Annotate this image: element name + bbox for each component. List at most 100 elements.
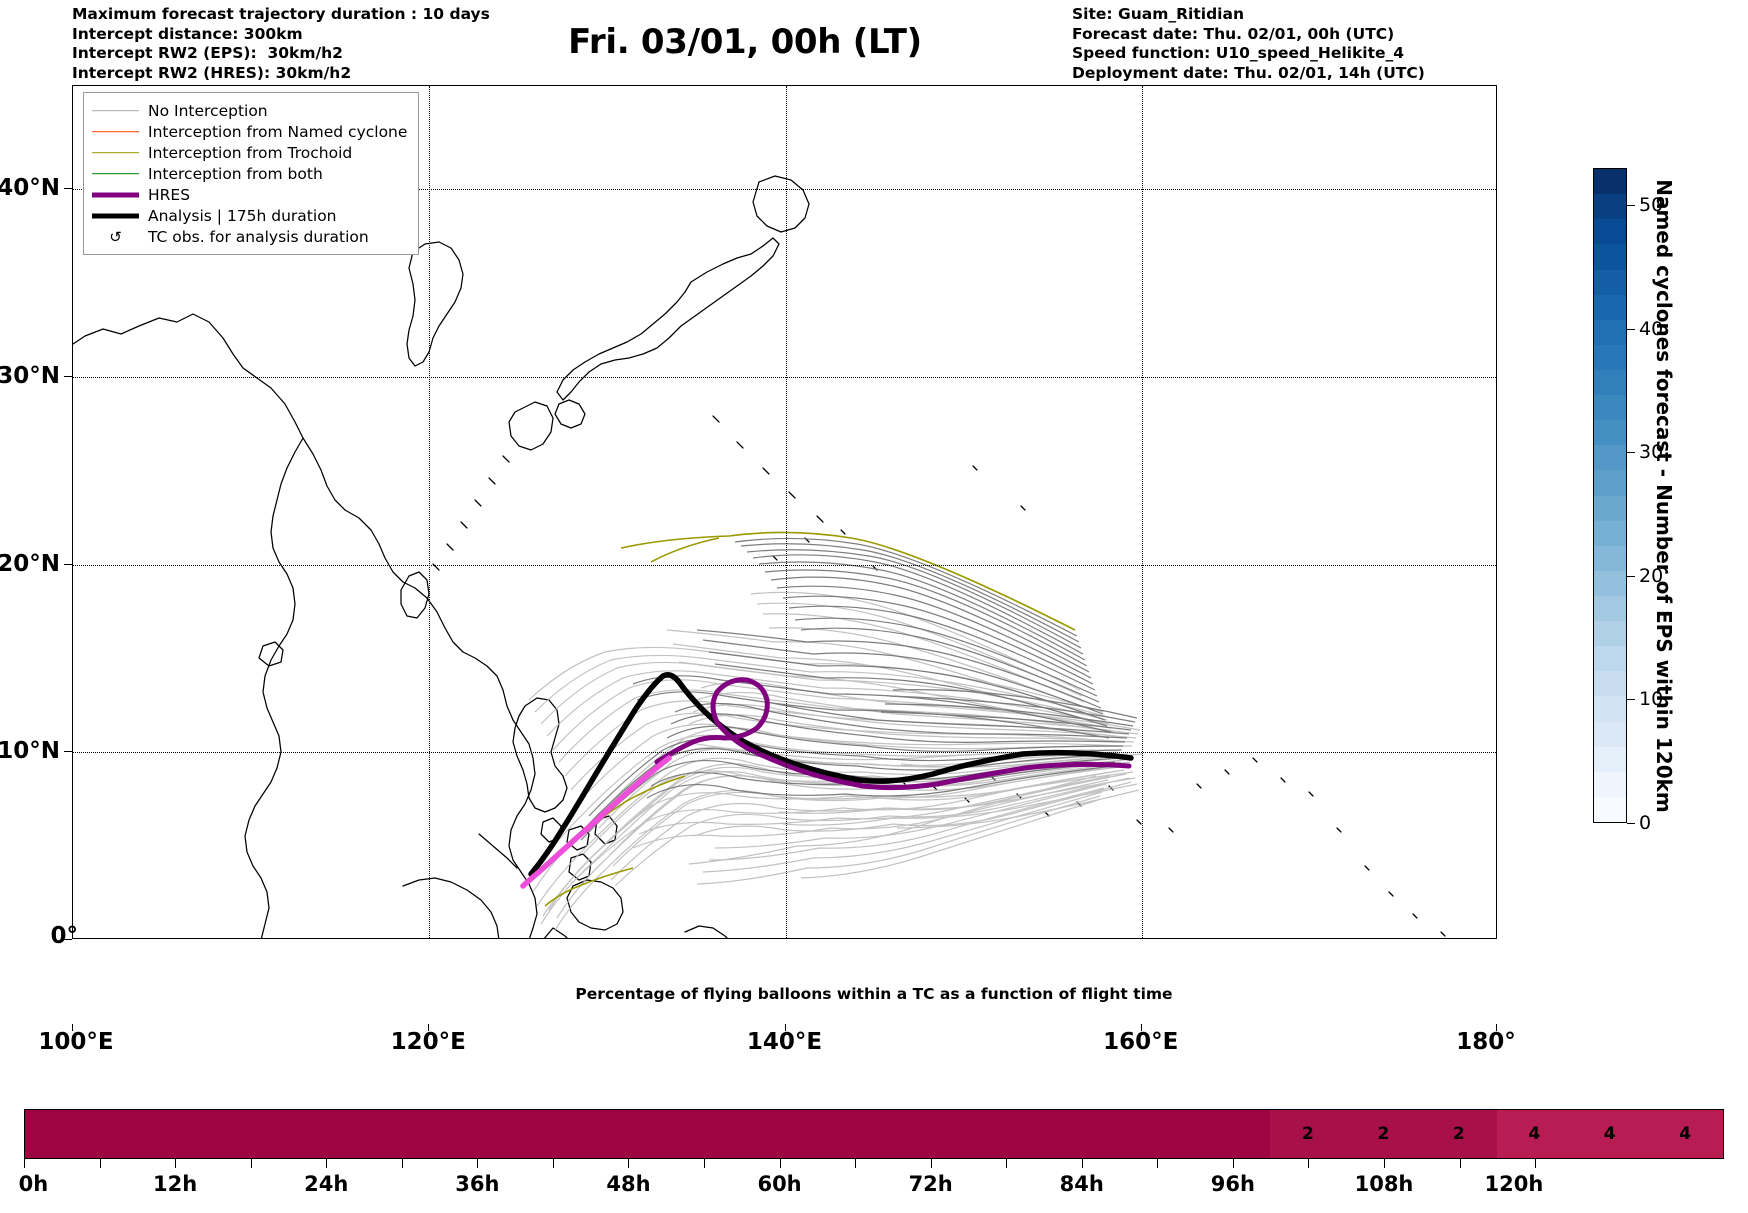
x-tick xyxy=(72,1024,73,1031)
percentage-bar-cell-5[interactable]: 4 xyxy=(1572,1110,1648,1158)
legend-label: No Interception xyxy=(148,101,268,120)
colorbar-level-1 xyxy=(1594,771,1626,797)
percentage-axis-tick xyxy=(24,1159,25,1168)
colorbar[interactable] xyxy=(1593,168,1627,823)
x-tick-label: 180° xyxy=(1456,1029,1516,1055)
legend-line-swatch xyxy=(92,104,139,118)
percentage-bar-cell-4[interactable]: 4 xyxy=(1496,1110,1572,1158)
y-tick xyxy=(64,188,72,190)
colorbar-level-23 xyxy=(1594,219,1626,245)
percentage-axis-label: 24h xyxy=(304,1172,349,1196)
gridline-lat-40 xyxy=(73,189,1496,191)
percentage-axis-tick xyxy=(1006,1159,1008,1168)
colorbar-tick-label: 10 xyxy=(1639,688,1664,711)
colorbar-title: Named cyclones forecast - Number of EPS … xyxy=(1652,179,1676,813)
percentage-axis-label: 72h xyxy=(908,1172,953,1196)
y-tick-label: 20°N xyxy=(0,550,60,577)
x-tick xyxy=(1140,1024,1142,1031)
map-coastlines xyxy=(73,175,1446,938)
percentage-axis-tick xyxy=(704,1159,705,1168)
map-legend: No Interception Interception from Named … xyxy=(83,92,420,255)
percentage-axis-label: 120h xyxy=(1484,1172,1544,1196)
x-tick-label: 100°E xyxy=(38,1029,114,1055)
legend-line-swatch xyxy=(92,146,139,160)
colorbar-tick xyxy=(1627,452,1635,454)
percentage-axis-tick xyxy=(1308,1159,1310,1168)
percentage-bar-cell-2[interactable]: 2 xyxy=(1345,1110,1422,1158)
percentage-axis-tick xyxy=(855,1159,857,1168)
percentage-axis-tick xyxy=(250,1159,252,1168)
legend-item-hres: HRES xyxy=(92,184,407,205)
x-tick-label: 120°E xyxy=(390,1029,466,1055)
percentage-bar-cell-0[interactable] xyxy=(25,1110,1271,1158)
colorbar-tick-label: 50 xyxy=(1639,194,1664,217)
legend-item-tc-obs: ↺ TC obs. for analysis duration xyxy=(92,226,407,247)
legend-line-swatch xyxy=(92,125,139,139)
header-right-line-1: Forecast date: Thu. 02/01, 00h (UTC) xyxy=(1072,24,1395,43)
gridline-lat-10 xyxy=(73,752,1496,754)
header-right-info: Site: Guam_Ritidian Forecast date: Thu. 0… xyxy=(1072,5,1425,83)
colorbar-level-5 xyxy=(1594,671,1626,697)
gridline-lat-30 xyxy=(73,376,1496,378)
percentage-axis-tick xyxy=(1232,1159,1234,1168)
legend-item-analysis: Analysis | 175h duration xyxy=(92,205,407,226)
header-left-line-2: Intercept RW2 (EPS): 30km/h2 xyxy=(72,44,343,62)
y-tick-label: 10°N xyxy=(0,738,60,765)
colorbar-level-13 xyxy=(1594,470,1626,496)
header-left-info: Maximum forecast trajectory duration : 1… xyxy=(72,5,490,83)
legend-label: Interception from Trochoid xyxy=(148,143,353,162)
percentage-axis-tick xyxy=(175,1159,177,1168)
legend-line-swatch xyxy=(92,209,139,223)
colorbar-level-11 xyxy=(1594,520,1626,546)
percentage-axis-tick xyxy=(930,1159,932,1168)
percentage-axis-label: 12h xyxy=(153,1172,198,1196)
colorbar-level-7 xyxy=(1594,621,1626,647)
colorbar-level-24 xyxy=(1594,194,1626,220)
y-tick xyxy=(64,375,72,377)
percentage-bar-title: Percentage of flying balloons within a T… xyxy=(575,985,1173,1003)
legend-line-swatch xyxy=(92,188,139,202)
percentage-axis-tick xyxy=(1081,1159,1083,1168)
colorbar-level-17 xyxy=(1594,370,1626,396)
percentage-axis-tick xyxy=(552,1159,554,1168)
map-plot-area[interactable]: No Interception Interception from Named … xyxy=(72,85,1497,939)
percentage-bar-axis: 0h 12h 24h 36h 48h 60h 72h 84h 96h 108h 120h xyxy=(19,1159,1724,1213)
colorbar-ticks: 0 10 20 30 40 50 xyxy=(1593,168,1748,834)
colorbar-level-4 xyxy=(1594,696,1626,722)
colorbar-level-10 xyxy=(1594,545,1626,571)
gridline-lat-20 xyxy=(73,564,1496,566)
colorbar-level-19 xyxy=(1594,319,1626,345)
hres-tail-trajectory xyxy=(520,755,672,889)
analysis-trajectory xyxy=(528,672,1134,877)
header-right-line-2: Speed function: U10_speed_Helikite_4 xyxy=(1072,44,1405,62)
colorbar-tick-label: 0 xyxy=(1639,812,1652,834)
colorbar-level-20 xyxy=(1594,294,1626,320)
percentage-axis-label: 108h xyxy=(1354,1172,1414,1196)
y-tick xyxy=(64,751,72,753)
header-left-line-3: Intercept RW2 (HRES): 30km/h2 xyxy=(72,63,352,82)
percentage-bar-cell-6[interactable]: 4 xyxy=(1647,1110,1723,1158)
percentage-axis-tick xyxy=(779,1159,781,1168)
percentage-axis-tick xyxy=(477,1159,479,1168)
colorbar-level-15 xyxy=(1594,420,1626,446)
percentage-axis-tick xyxy=(99,1159,101,1168)
y-tick-label: 0° xyxy=(50,923,78,949)
cyclone-marker-icon: ↺ xyxy=(109,227,122,246)
legend-item-named-cyclone: Interception from Named cyclone xyxy=(92,121,407,142)
colorbar-tick xyxy=(1627,823,1635,824)
legend-label: Analysis | 175h duration xyxy=(148,206,337,225)
percentage-axis-tick xyxy=(1384,1159,1385,1168)
gridline-lon-140 xyxy=(785,86,787,938)
colorbar-level-8 xyxy=(1594,596,1626,622)
x-tick xyxy=(428,1024,430,1031)
percentage-axis-tick xyxy=(1459,1159,1461,1168)
legend-label: Interception from Named cyclone xyxy=(148,122,408,141)
header-left-line-0: Maximum forecast trajectory duration : 1… xyxy=(72,5,490,23)
percentage-bar-cell-1[interactable]: 2 xyxy=(1270,1110,1346,1158)
percentage-axis-label: 96h xyxy=(1210,1172,1255,1196)
percentage-bar-cell-3[interactable]: 2 xyxy=(1421,1110,1497,1158)
colorbar-level-21 xyxy=(1594,269,1626,295)
legend-item-trochoid: Interception from Trochoid xyxy=(92,142,407,163)
x-tick xyxy=(784,1024,786,1031)
